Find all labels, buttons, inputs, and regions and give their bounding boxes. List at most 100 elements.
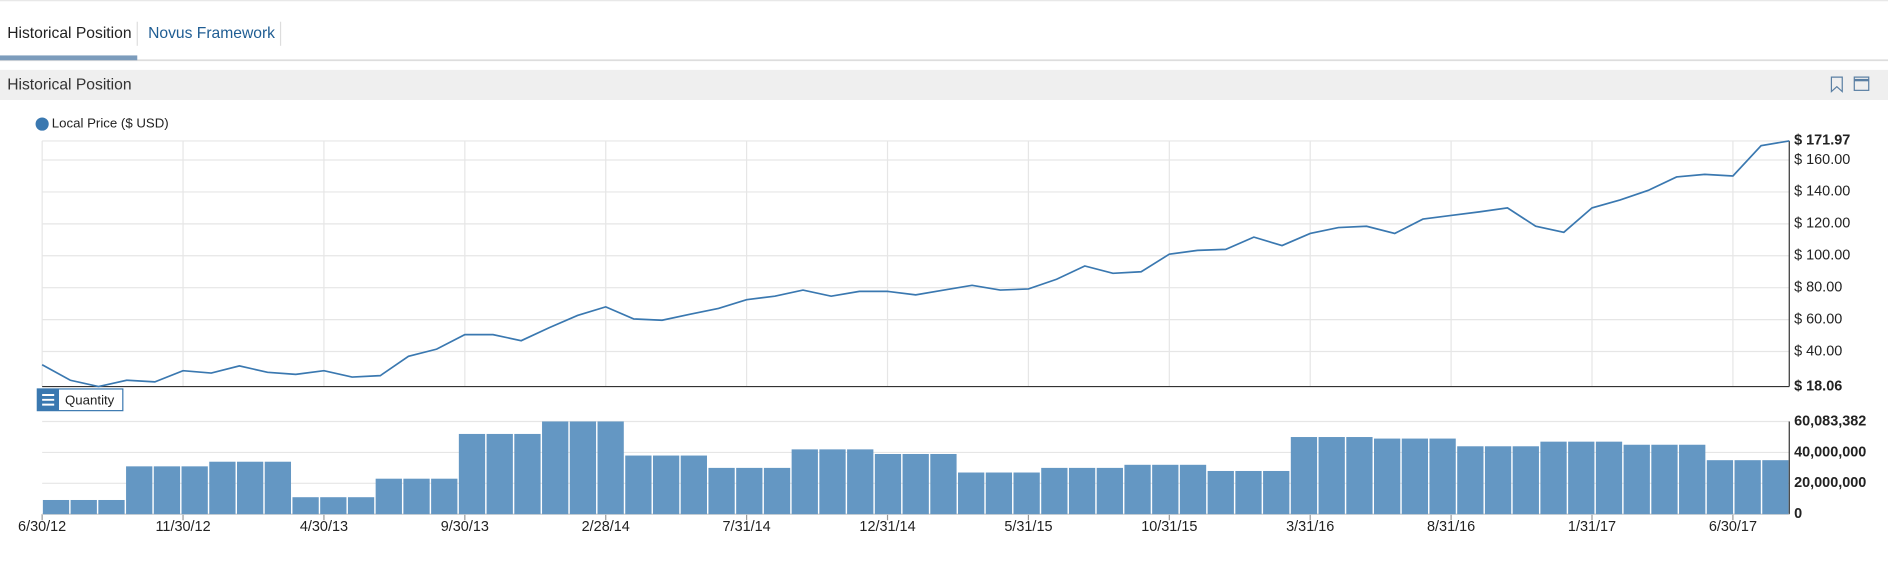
legend-marker bbox=[35, 117, 49, 131]
quantity-bar bbox=[1540, 441, 1567, 515]
y2-tick-label: 40,000,000 bbox=[1794, 444, 1866, 460]
legend-label[interactable]: Local Price ($ USD) bbox=[52, 116, 169, 131]
quantity-bar bbox=[236, 461, 264, 515]
quantity-bar bbox=[153, 466, 181, 515]
y-tick-label: $ 140.00 bbox=[1794, 184, 1850, 200]
quantity-bar bbox=[1651, 444, 1678, 515]
maximize-icon[interactable] bbox=[1853, 76, 1870, 91]
quantity-bar bbox=[1068, 467, 1096, 515]
y-tick-label: $ 171.97 bbox=[1794, 133, 1850, 149]
quantity-bar bbox=[375, 478, 402, 515]
quantity-bar bbox=[569, 421, 597, 515]
x-tick-label: 5/31/15 bbox=[1004, 519, 1052, 535]
menu-icon bbox=[42, 394, 55, 406]
quantity-bar bbox=[1762, 460, 1789, 515]
quantity-bar bbox=[597, 421, 624, 515]
quantity-bar bbox=[1013, 472, 1040, 515]
quantity-bar bbox=[1595, 441, 1623, 515]
quantity-bar bbox=[985, 472, 1013, 515]
tab-active[interactable]: Historical Position bbox=[7, 25, 131, 42]
x-tick-label: 10/31/15 bbox=[1141, 519, 1197, 535]
quantity-bar bbox=[791, 449, 818, 515]
x-tick-label: 9/30/13 bbox=[441, 519, 489, 535]
quantity-bar bbox=[958, 472, 985, 515]
quantity-bar bbox=[42, 499, 70, 515]
tab-underline bbox=[0, 55, 138, 61]
quantity-bar bbox=[652, 455, 680, 515]
quantity-bar bbox=[320, 497, 347, 515]
quantity-bar bbox=[1429, 438, 1456, 515]
quantity-bar bbox=[1623, 444, 1650, 515]
quantity-bar bbox=[1263, 470, 1290, 515]
quantity-bar bbox=[403, 478, 430, 515]
panel-header bbox=[0, 69, 1888, 100]
quantity-bar bbox=[1374, 438, 1401, 515]
quantity-bar bbox=[1096, 467, 1123, 515]
y2-tick-label: 0 bbox=[1794, 506, 1802, 522]
quantity-bar bbox=[1679, 444, 1706, 515]
quantity-bar bbox=[819, 449, 846, 515]
y-tick-label: $ 100.00 bbox=[1794, 248, 1850, 264]
quantity-bar bbox=[1207, 470, 1234, 515]
x-tick-label: 8/31/16 bbox=[1427, 519, 1475, 535]
quantity-bar bbox=[736, 467, 763, 515]
quantity-bar bbox=[542, 421, 569, 515]
quantity-bar bbox=[1568, 441, 1595, 515]
quantity-bar bbox=[1041, 467, 1068, 515]
quantity-bar bbox=[1484, 446, 1512, 515]
quantity-bar bbox=[1235, 470, 1262, 515]
tab[interactable]: Novus Framework bbox=[148, 25, 275, 42]
y2-tick-label: 60,083,382 bbox=[1794, 413, 1866, 429]
quantity-bar bbox=[1318, 437, 1345, 515]
quantity-bar bbox=[209, 461, 236, 515]
quantity-bar bbox=[70, 499, 97, 515]
quantity-bar bbox=[181, 466, 208, 515]
quantity-bar bbox=[1457, 446, 1484, 515]
quantity-bar bbox=[902, 454, 929, 515]
panel-title: Historical Position bbox=[7, 77, 131, 94]
x-tick-label: 11/30/12 bbox=[155, 519, 210, 535]
quantity-bar bbox=[264, 461, 292, 515]
x-tick-label: 12/31/14 bbox=[859, 519, 915, 535]
quantity-label: Quantity bbox=[65, 393, 115, 408]
x-tick-label: 7/31/14 bbox=[723, 519, 771, 535]
quantity-bar bbox=[930, 454, 957, 515]
quantity-bar bbox=[1706, 460, 1734, 515]
y-tick-label: $ 120.00 bbox=[1794, 216, 1850, 232]
quantity-bar bbox=[680, 455, 707, 515]
quantity-bar bbox=[763, 467, 791, 515]
quantity-bar bbox=[708, 467, 735, 515]
y-tick-label: $ 160.00 bbox=[1794, 152, 1850, 168]
quantity-bar bbox=[431, 478, 458, 515]
quantity-bar bbox=[1346, 437, 1373, 515]
quantity-bar bbox=[98, 499, 125, 515]
plot: 6/30/12 11/30/12 4/30/13 9/30/13 2/28/14 7/31… bbox=[18, 133, 1866, 536]
x-tick-label: 2/28/14 bbox=[582, 519, 630, 535]
quantity-bar bbox=[1734, 460, 1761, 515]
quantity-bar bbox=[1152, 464, 1179, 515]
x-tick-label: 4/30/13 bbox=[300, 519, 348, 535]
quantity-bar bbox=[347, 497, 375, 515]
quantity-bar bbox=[292, 497, 319, 515]
quantity-bar bbox=[486, 433, 513, 515]
bookmark-icon[interactable] bbox=[1830, 76, 1843, 93]
quantity-bar bbox=[847, 449, 874, 515]
quantity-bar bbox=[874, 454, 902, 515]
y-tick-label: $ 40.00 bbox=[1794, 343, 1842, 359]
x-tick-label: 6/30/17 bbox=[1709, 519, 1757, 535]
y-tick-label: $ 18.06 bbox=[1794, 378, 1842, 394]
quantity-bar bbox=[1401, 438, 1429, 515]
quantity-bar bbox=[1179, 464, 1207, 515]
x-tick-label: 3/31/16 bbox=[1286, 519, 1334, 535]
y-tick-label: $ 80.00 bbox=[1794, 280, 1842, 296]
price-line bbox=[41, 140, 1790, 388]
x-tick-label: 6/30/12 bbox=[18, 519, 66, 535]
quantity-bar bbox=[625, 455, 652, 515]
quantity-bar bbox=[514, 433, 541, 515]
quantity-bar bbox=[1512, 446, 1539, 515]
x-tick-label: 1/31/17 bbox=[1568, 519, 1616, 535]
y-tick-label: $ 60.00 bbox=[1794, 311, 1842, 327]
quantity-bar bbox=[458, 433, 486, 515]
